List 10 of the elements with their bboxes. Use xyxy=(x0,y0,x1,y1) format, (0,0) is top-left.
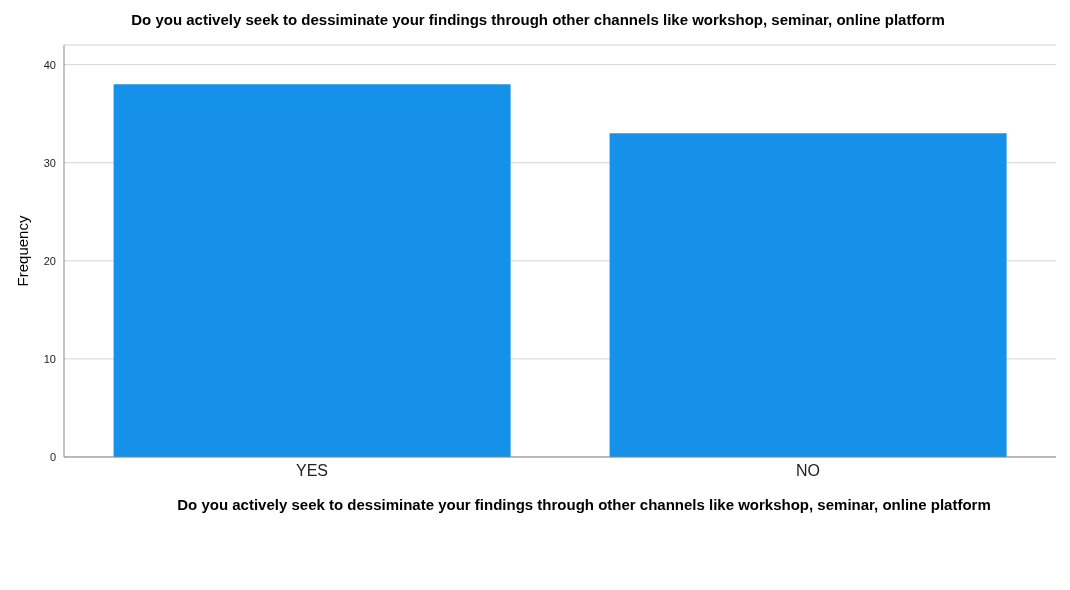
y-axis-title: Frequency xyxy=(14,215,32,287)
y-tick-label: 20 xyxy=(43,254,56,267)
y-tick-label: 0 xyxy=(49,450,56,463)
y-tick-label: 40 xyxy=(43,58,56,71)
y-tick-label: 10 xyxy=(43,352,56,365)
y-tick-label: 30 xyxy=(43,156,56,169)
chart-title: Do you actively seek to dessiminate your findings through other channels like workshop, seminar, online platform xyxy=(130,10,946,28)
x-tick-label: YES xyxy=(295,462,329,480)
x-tick-label: NO xyxy=(796,462,820,480)
x-axis-title: Do you actively seek to dessiminate your findings through other channels like workshop, seminar, online platform xyxy=(176,496,992,513)
